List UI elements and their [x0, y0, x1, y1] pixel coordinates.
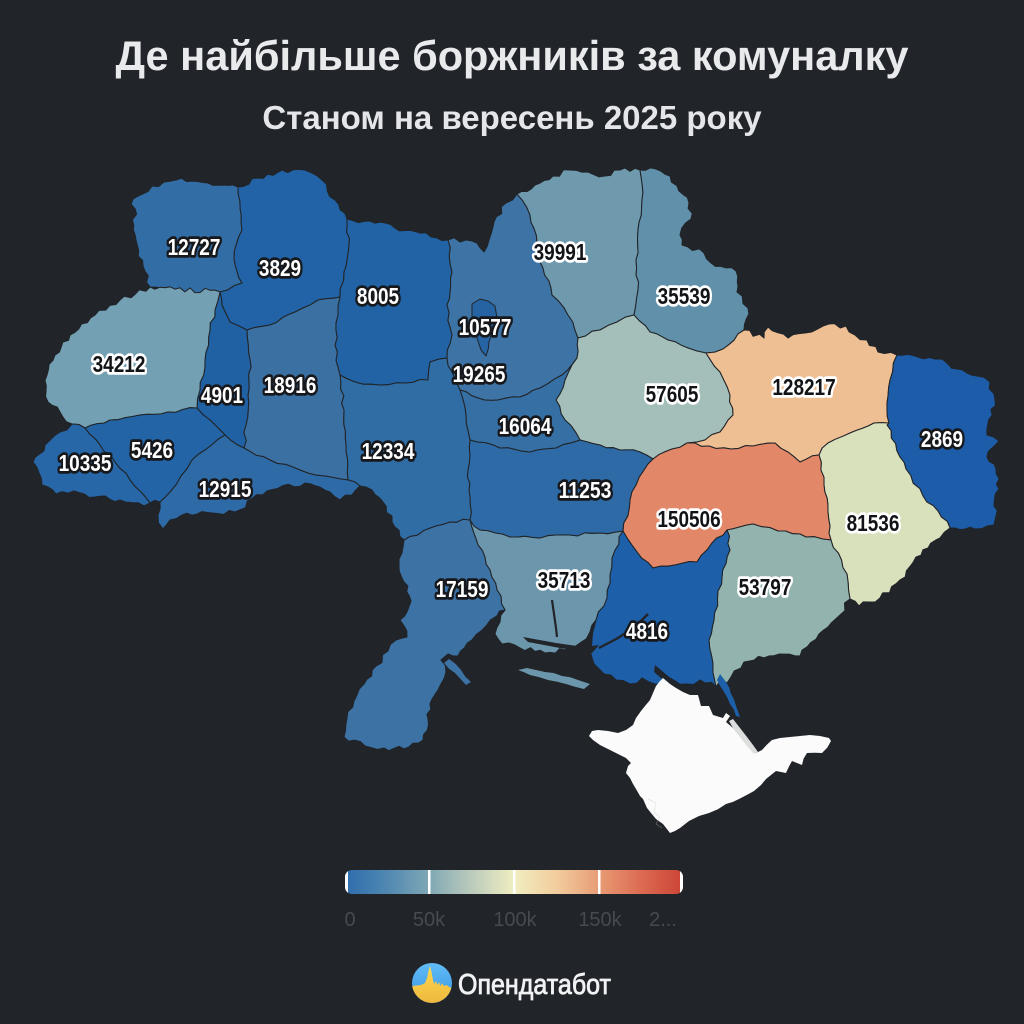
svg-text:5426: 5426: [131, 437, 173, 463]
svg-text:12915: 12915: [199, 476, 252, 502]
svg-text:Опендатабот: Опендатабот: [458, 969, 611, 1001]
svg-text:4816: 4816: [626, 618, 668, 644]
svg-text:81536: 81536: [847, 510, 900, 536]
svg-text:4901: 4901: [201, 382, 243, 408]
svg-text:10577: 10577: [459, 314, 512, 340]
svg-text:3829: 3829: [259, 255, 301, 281]
svg-text:19265: 19265: [453, 361, 506, 387]
svg-text:Де найбільше боржників за кому: Де найбільше боржників за комуналку: [115, 32, 908, 79]
svg-text:34212: 34212: [93, 351, 146, 377]
svg-text:Станом на вересень 2025 року: Станом на вересень 2025 року: [262, 99, 762, 136]
svg-text:11253: 11253: [559, 477, 612, 503]
svg-text:17159: 17159: [436, 576, 489, 602]
svg-text:150k: 150k: [578, 909, 622, 931]
svg-text:53797: 53797: [739, 574, 792, 600]
svg-text:35539: 35539: [658, 283, 711, 309]
svg-text:35713: 35713: [538, 567, 591, 593]
svg-text:12727: 12727: [168, 234, 221, 260]
svg-text:128217: 128217: [772, 374, 835, 400]
svg-text:150506: 150506: [657, 506, 720, 532]
svg-text:39991: 39991: [534, 239, 587, 265]
svg-text:12334: 12334: [362, 438, 415, 464]
svg-text:10335: 10335: [59, 450, 112, 476]
svg-text:50k: 50k: [413, 909, 446, 931]
svg-text:16064: 16064: [499, 413, 552, 439]
svg-text:2869: 2869: [921, 426, 963, 452]
svg-text:2...: 2...: [649, 909, 677, 931]
svg-text:57605: 57605: [646, 381, 699, 407]
svg-text:8005: 8005: [357, 283, 399, 309]
svg-text:0: 0: [344, 909, 355, 931]
svg-text:100k: 100k: [493, 909, 537, 931]
svg-text:18916: 18916: [264, 372, 317, 398]
